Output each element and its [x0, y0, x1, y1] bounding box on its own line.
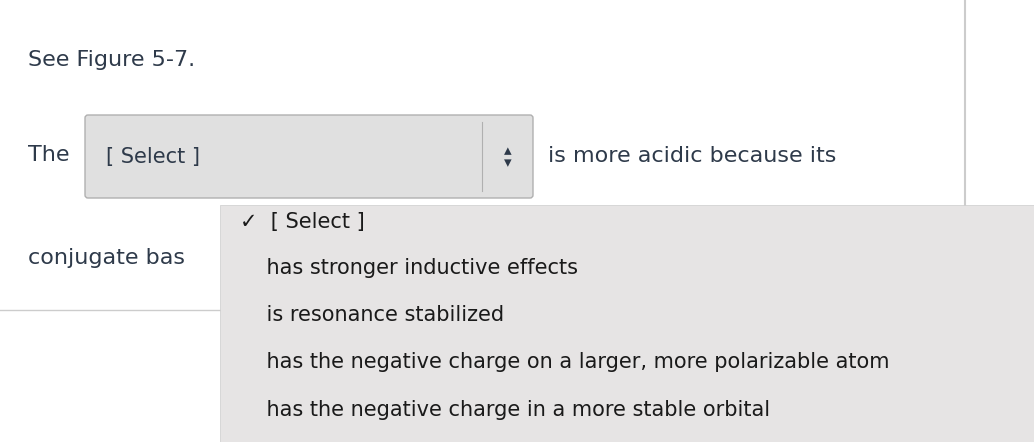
FancyBboxPatch shape: [85, 115, 533, 198]
Text: [ Select ]: [ Select ]: [107, 146, 200, 167]
Text: See Figure 5-7.: See Figure 5-7.: [28, 50, 195, 70]
Bar: [220, 205, 1034, 442]
Text: is more acidic because its: is more acidic because its: [548, 146, 837, 167]
Text: has the negative charge on a larger, more polarizable atom: has the negative charge on a larger, mor…: [240, 352, 889, 372]
Text: is resonance stabilized: is resonance stabilized: [240, 305, 505, 325]
Text: has the negative charge in a more stable orbital: has the negative charge in a more stable…: [240, 400, 770, 420]
Text: The: The: [28, 145, 69, 165]
Text: conjugate bas: conjugate bas: [28, 248, 185, 268]
Text: ▴
▾: ▴ ▾: [505, 143, 512, 170]
Text: has stronger inductive effects: has stronger inductive effects: [240, 258, 578, 278]
Text: ✓  [ Select ]: ✓ [ Select ]: [240, 212, 365, 232]
